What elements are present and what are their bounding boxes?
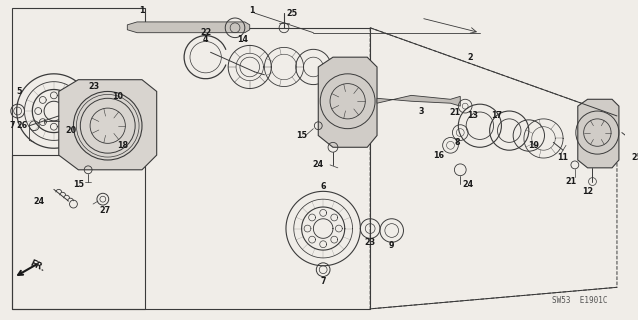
Text: 7: 7 <box>10 121 15 130</box>
Text: 21: 21 <box>565 177 577 186</box>
Polygon shape <box>128 22 249 33</box>
Text: 20: 20 <box>65 126 76 135</box>
Text: 5: 5 <box>17 87 22 96</box>
Text: 3: 3 <box>419 107 424 116</box>
Polygon shape <box>318 57 377 147</box>
Text: 27: 27 <box>100 206 110 215</box>
Text: 4: 4 <box>203 35 209 44</box>
Text: 19: 19 <box>528 141 539 150</box>
Text: 12: 12 <box>582 187 593 196</box>
Text: 14: 14 <box>237 35 248 44</box>
Text: 1: 1 <box>139 6 145 15</box>
Text: 10: 10 <box>112 92 123 101</box>
Text: 23: 23 <box>364 238 376 247</box>
Text: 7: 7 <box>320 277 326 286</box>
Text: 18: 18 <box>117 141 128 150</box>
Polygon shape <box>59 80 157 170</box>
Text: 22: 22 <box>200 28 211 37</box>
Polygon shape <box>578 99 619 168</box>
Polygon shape <box>377 95 460 106</box>
Text: 9: 9 <box>389 241 394 250</box>
Text: 26: 26 <box>16 121 27 130</box>
Text: 15: 15 <box>296 131 307 140</box>
Text: 24: 24 <box>34 196 45 206</box>
Text: 15: 15 <box>73 180 84 189</box>
Text: 16: 16 <box>433 151 444 160</box>
Text: 2: 2 <box>467 53 473 62</box>
Text: 11: 11 <box>558 153 568 162</box>
Text: 24: 24 <box>463 180 473 189</box>
Text: 13: 13 <box>468 111 478 120</box>
Text: 25: 25 <box>631 153 638 162</box>
Text: FR.: FR. <box>28 259 46 273</box>
Text: 24: 24 <box>313 160 324 169</box>
Text: 17: 17 <box>491 111 502 120</box>
Text: SW53  E1901C: SW53 E1901C <box>552 296 607 305</box>
Text: 1: 1 <box>249 6 255 15</box>
Text: 8: 8 <box>454 138 460 147</box>
Text: 6: 6 <box>320 182 326 191</box>
Text: 21: 21 <box>450 108 461 117</box>
Text: 25: 25 <box>286 9 297 18</box>
Text: 23: 23 <box>89 82 100 91</box>
